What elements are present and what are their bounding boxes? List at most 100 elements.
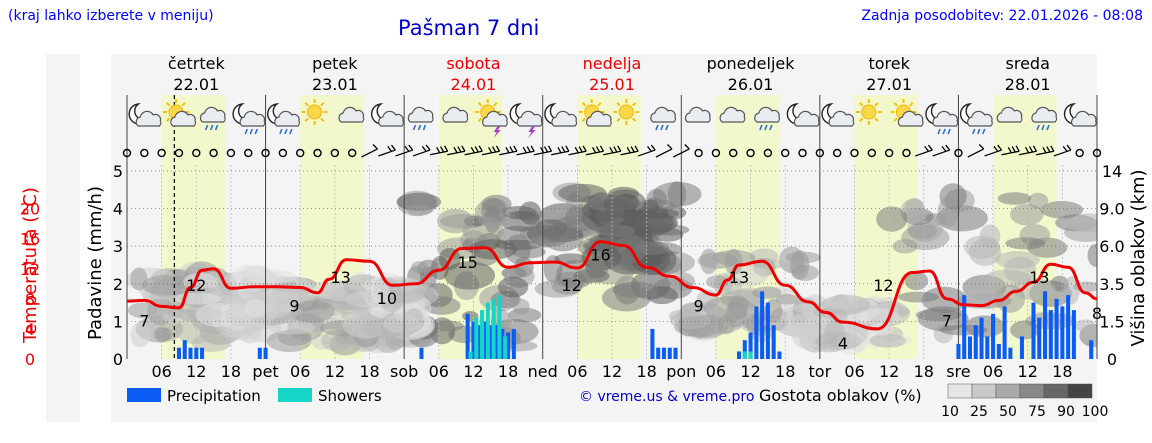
rain-drop (289, 128, 293, 135)
wind-barb (551, 145, 570, 156)
precipitation-bar (973, 325, 978, 359)
precipitation-bar (1008, 347, 1013, 359)
density-step-label: 25 (970, 404, 988, 420)
wind-calm (954, 148, 963, 158)
precipitation-bar (991, 313, 996, 359)
wind-calm (261, 148, 270, 158)
temperature-value-label: 7 (139, 311, 149, 330)
density-step-label: 75 (1028, 404, 1046, 420)
sun-ray (166, 117, 171, 122)
hour-tick: 18 (498, 362, 518, 381)
wind-calm (209, 148, 218, 158)
moon-rain-icon (925, 103, 959, 135)
temperature-value-label: 8 (1092, 304, 1102, 323)
hour-tick: 18 (914, 362, 934, 381)
barb-feather (574, 146, 579, 154)
temperature-value-label: 13 (330, 268, 350, 287)
wind-barb (533, 145, 553, 156)
lightning-bolt (528, 126, 536, 138)
sun-ray (858, 102, 864, 107)
temperature-value-label: 13 (729, 268, 749, 287)
cloud-height-tick: 3.5 (1099, 275, 1124, 294)
precipitation-bar (996, 343, 1001, 359)
day-axis-label: ned (528, 362, 558, 381)
wind-barb (378, 144, 396, 157)
day-date: 22.01 (173, 75, 219, 94)
barb-feather (591, 146, 597, 154)
hour-tick: 12 (740, 362, 760, 381)
copyright-link: © vreme.us & vreme.pro (579, 389, 754, 405)
sun-icon (855, 99, 882, 125)
barb-feather (667, 144, 673, 150)
hour-tick: 18 (359, 362, 379, 381)
precipitation-bar (1031, 302, 1036, 359)
density-step-label: 90 (1057, 404, 1075, 420)
cloud-patch (669, 311, 711, 330)
rain-drop (982, 128, 986, 135)
sun-ray (493, 102, 498, 107)
cloud-shape (684, 106, 711, 123)
sun-ray (909, 102, 914, 107)
barb-shaft (464, 150, 483, 156)
cloud-patch (968, 238, 1002, 267)
precipitation-bar (985, 336, 990, 359)
barb-feather (561, 146, 566, 153)
wind-calm (781, 148, 790, 158)
showers-legend-label: Showers (318, 387, 382, 405)
cloud-patch (1074, 319, 1096, 332)
cloud-patch (775, 293, 799, 305)
barb-feather (547, 145, 553, 152)
cloud-rain-icon (650, 106, 676, 131)
cloud-height-tick: 0 (1107, 350, 1117, 369)
barb-feather (557, 146, 562, 154)
cloud-patch (631, 212, 679, 234)
cloud-density-label: Gostota oblakov (%) (759, 386, 922, 405)
precipitation-bar (494, 325, 499, 359)
showers-bar (497, 295, 502, 359)
rain-drop (284, 128, 288, 135)
cloud-patch (960, 289, 1004, 304)
cloud-shape (135, 110, 162, 127)
sun-ray (597, 102, 602, 107)
day-date: 25.01 (589, 75, 635, 94)
rain-drop (412, 124, 417, 131)
moon-cloud-icon (786, 103, 820, 127)
day-date: 28.01 (1005, 75, 1051, 94)
rain-drop (977, 128, 981, 135)
sun-disc (307, 104, 323, 120)
precip-tick: 0 (113, 350, 123, 369)
barb-shaft (1018, 150, 1037, 156)
temperature-value-label: 12 (873, 276, 893, 295)
sun-cloud-icon (578, 99, 612, 127)
cloud-shape (967, 110, 993, 127)
moon-rain-icon (232, 103, 266, 135)
precipitation-bar (1071, 310, 1076, 359)
cloud-rain-icon (754, 106, 780, 131)
barb-feather (650, 144, 656, 151)
temperature-axis-label: Temperatura (°C) (20, 187, 41, 344)
hour-tick: 18 (636, 362, 656, 381)
barb-shaft (1053, 149, 1072, 157)
cloud-shape (650, 106, 676, 123)
density-swatch (1043, 383, 1069, 399)
region-hint[interactable]: (kraj lahko izberete v meniju) (8, 8, 214, 24)
barb-shaft (967, 148, 985, 158)
sun-ray (304, 102, 309, 107)
cloud-height-tick: 1.5 (1099, 312, 1124, 331)
wind-calm (746, 148, 755, 158)
precipitation-bar (771, 325, 776, 359)
sun-cloud-icon (162, 99, 196, 127)
temperature-value-label: 15 (457, 253, 477, 272)
barb-feather (1066, 144, 1072, 151)
cloud-icon (996, 106, 1023, 123)
precipitation-bar (765, 302, 770, 359)
temperature-tick: 20 (20, 200, 40, 219)
cloud-patch (444, 261, 496, 290)
cloud-shape (1031, 106, 1058, 123)
hour-tick: 18 (775, 362, 795, 381)
showers-bar (480, 310, 485, 359)
barb-shaft (378, 149, 396, 157)
barb-shaft (984, 149, 1002, 157)
moon-cloud-icon (1063, 103, 1097, 127)
cloud-rain-icon (407, 106, 434, 131)
